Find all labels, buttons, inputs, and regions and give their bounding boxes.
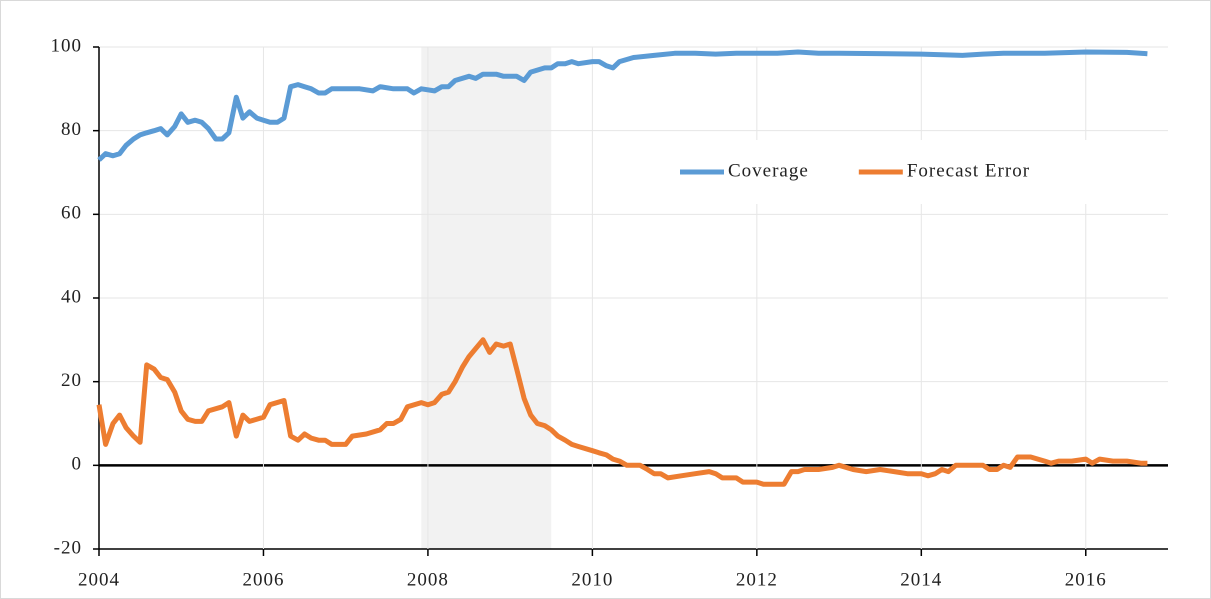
x-tick-label: 2016 — [1065, 569, 1107, 590]
legend-label: Coverage — [728, 160, 809, 181]
x-tick-label: 2014 — [900, 569, 942, 590]
legend-label: Forecast Error — [907, 160, 1030, 181]
x-tick-label: 2008 — [407, 569, 449, 590]
x-tick-label: 2010 — [571, 569, 613, 590]
series-line — [97, 49, 1148, 162]
y-tick-label: 60 — [61, 203, 82, 224]
x-tick-label: 2006 — [242, 569, 284, 590]
x-tick-label: 2012 — [736, 569, 778, 590]
series-line — [96, 337, 1148, 487]
y-tick-label: 0 — [72, 454, 83, 475]
y-tick-label: 20 — [61, 370, 82, 391]
y-tick-label: -20 — [54, 537, 82, 558]
y-tick-label: 80 — [61, 119, 82, 140]
x-tick-label: 2004 — [78, 569, 120, 590]
y-tick-label: 40 — [61, 286, 82, 307]
y-tick-label: 100 — [51, 35, 83, 56]
